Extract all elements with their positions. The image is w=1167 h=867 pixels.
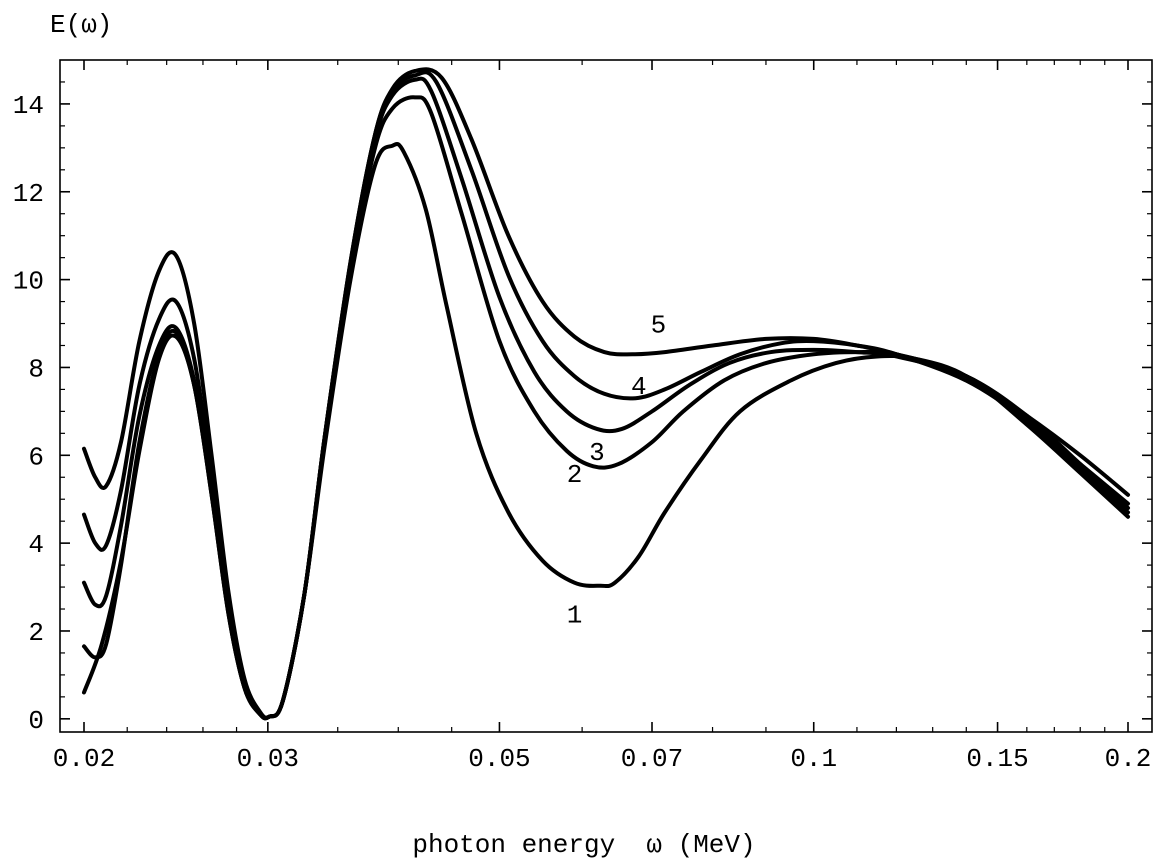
plot-frame [59, 59, 1153, 733]
x-tick-label: 0.2 [1105, 744, 1152, 774]
y-tick-label: 14 [13, 91, 44, 121]
curve-label-3: 3 [589, 438, 605, 468]
y-axis-label: E(ω) [50, 10, 112, 40]
x-tick-label: 0.05 [468, 744, 530, 774]
x-axis-label: photon energy ω (MeV) [412, 830, 755, 860]
x-tick-label: 0.07 [621, 744, 683, 774]
series-line-4 [82, 70, 1130, 721]
series-line-2 [82, 95, 1130, 721]
x-tick-label: 0.15 [966, 744, 1028, 774]
curve-label-4: 4 [631, 372, 647, 402]
y-tick-label: 8 [28, 354, 44, 384]
y-tick-label: 2 [28, 618, 44, 648]
y-tick-label: 4 [28, 530, 44, 560]
series-line-3 [82, 76, 1130, 721]
x-tick-label: 0.1 [790, 744, 837, 774]
x-tick-label: 0.03 [237, 744, 299, 774]
y-tick-label: 10 [13, 267, 44, 297]
curve-label-1: 1 [567, 600, 583, 630]
y-tick-label: 12 [13, 179, 44, 209]
y-tick-label: 6 [28, 442, 44, 472]
curve-label-5: 5 [651, 311, 667, 341]
curves [82, 67, 1130, 721]
series-line-5 [82, 67, 1130, 720]
y-tick-label: 0 [28, 706, 44, 736]
curve-label-2: 2 [567, 460, 583, 490]
x-tick-label: 0.02 [53, 744, 115, 774]
